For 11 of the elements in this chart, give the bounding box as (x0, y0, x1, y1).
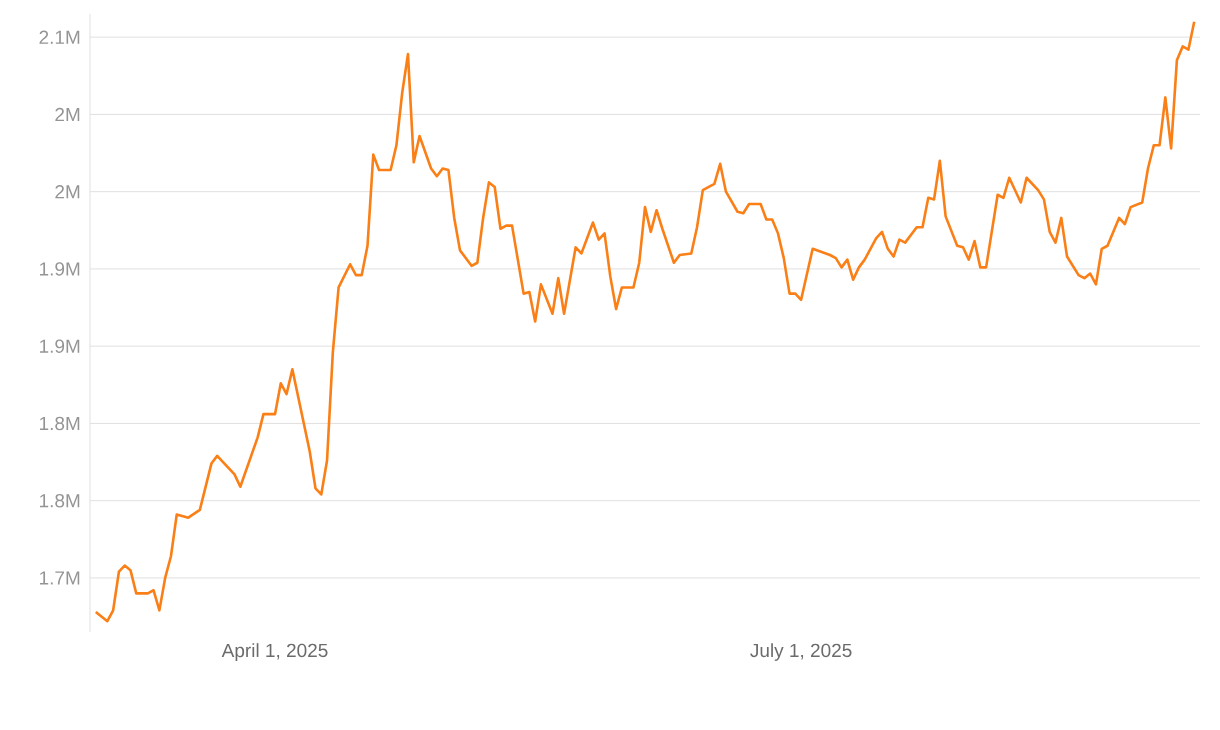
y-tick-label: 2.1M (39, 30, 80, 44)
y-tick-label: 1.8M (40, 416, 80, 431)
x-tick-label: April 1, 2025 (221, 643, 328, 661)
y-tick-label: 2M (55, 185, 80, 199)
y-tick-label: 1.9M (40, 339, 80, 353)
y-tick-label: 2M (55, 107, 80, 122)
y-tick-label: 1.9M (40, 262, 80, 276)
y-tick-label: 1.7M (40, 571, 80, 585)
x-tick-label: July 1, 2025 (750, 643, 852, 661)
y-tick-label: 1.8M (40, 493, 80, 508)
line-series (94, 20, 1196, 623)
